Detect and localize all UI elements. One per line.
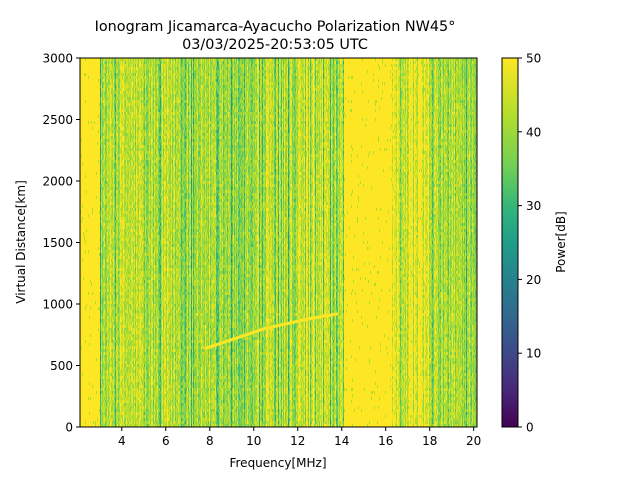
colorbar-frame bbox=[501, 57, 519, 428]
ionogram-heatmap bbox=[80, 58, 477, 427]
colorbar-axis: 0 10 20 30 40 50 bbox=[518, 52, 541, 435]
x-tick-label: 6 bbox=[162, 434, 170, 448]
x-axis: 4 6 8 10 12 14 16 18 20 bbox=[118, 427, 481, 448]
colorbar-tick-label: 20 bbox=[526, 273, 541, 287]
colorbar-tick-label: 10 bbox=[526, 347, 541, 361]
x-axis-label: Frequency[MHz] bbox=[229, 456, 326, 470]
y-tick-label: 1500 bbox=[42, 236, 73, 250]
echo-trace-point bbox=[241, 334, 244, 338]
echo-trace bbox=[204, 312, 339, 350]
y-tick-label: 2500 bbox=[42, 113, 73, 127]
y-tick-label: 1000 bbox=[42, 298, 73, 312]
y-tick-label: 2000 bbox=[42, 175, 73, 189]
chart-subtitle: 03/03/2025-20:53:05 UTC bbox=[182, 37, 368, 53]
echo-trace-point bbox=[307, 317, 310, 320]
x-tick-label: 8 bbox=[206, 434, 214, 448]
colorbar-tick-label: 30 bbox=[526, 199, 541, 213]
colorbar-tick-label: 40 bbox=[526, 125, 541, 139]
y-tick-label: 500 bbox=[50, 359, 73, 373]
x-tick-label: 16 bbox=[378, 434, 393, 448]
x-tick-label: 12 bbox=[290, 434, 305, 448]
x-tick-label: 14 bbox=[334, 434, 349, 448]
colorbar-gradient bbox=[502, 58, 518, 427]
x-tick-label: 10 bbox=[246, 434, 261, 448]
colorbar-tick-label: 0 bbox=[526, 421, 534, 435]
y-tick-label: 0 bbox=[65, 421, 73, 435]
colorbar-tick-label: 50 bbox=[526, 52, 541, 66]
echo-trace-point bbox=[285, 322, 288, 325]
echo-trace-point bbox=[336, 312, 339, 316]
y-axis: 0 500 1000 1500 2000 2500 3000 bbox=[42, 52, 80, 435]
y-axis-label: Virtual Distance[km] bbox=[14, 180, 28, 304]
colorbar-label: Power[dB] bbox=[554, 211, 568, 273]
axes-frame bbox=[79, 57, 478, 428]
y-tick-label: 3000 bbox=[42, 52, 73, 66]
chart-title: Ionogram Jicamarca-Ayacucho Polarization… bbox=[95, 19, 456, 35]
x-tick-label: 20 bbox=[466, 434, 481, 448]
echo-trace-point bbox=[204, 347, 207, 350]
echo-trace-point bbox=[219, 342, 222, 345]
echo-trace-line bbox=[204, 312, 338, 350]
x-tick-label: 18 bbox=[422, 434, 437, 448]
echo-trace-point bbox=[263, 327, 266, 330]
x-tick-label: 4 bbox=[118, 434, 126, 448]
